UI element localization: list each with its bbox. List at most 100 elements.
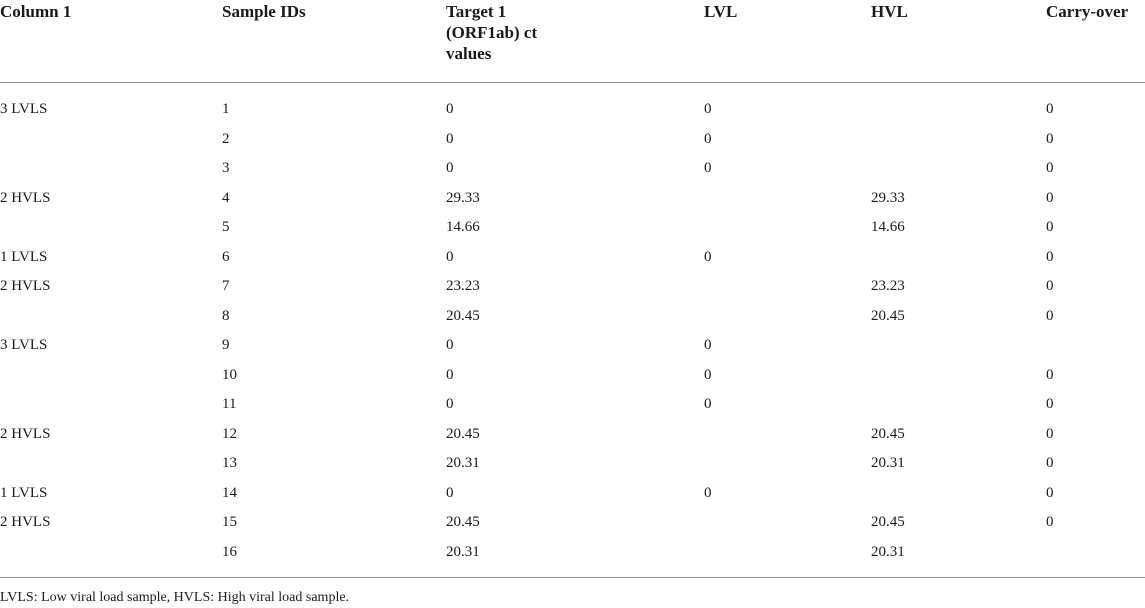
cell-lvl: 0 <box>704 248 712 265</box>
cell-hvl <box>871 125 1046 155</box>
cell-hvl <box>871 390 1046 420</box>
cell-group <box>0 213 222 243</box>
table-header: Column 1 Sample IDs Target 1 (ORF1ab) ct… <box>0 0 1145 83</box>
header-carry-over: Carry-over <box>1046 0 1145 83</box>
cell-sample-id: 6 <box>222 248 230 265</box>
cell-target-ct: 0 <box>446 337 454 354</box>
cell-sample-id: 4 <box>222 189 230 206</box>
cell-hvl <box>871 154 1046 184</box>
cell-lvl <box>704 420 871 450</box>
cell-sample-id: 2 <box>222 130 230 147</box>
cell-lvl: 0 <box>704 101 712 118</box>
cell-lvl: 0 <box>704 130 712 147</box>
cell-hvl: 20.31 <box>871 455 905 472</box>
table-row: 3 0 0 0 <box>0 154 1145 184</box>
cell-carry-over: 0 <box>1046 425 1054 442</box>
cell-group <box>0 125 222 155</box>
results-table-container: Column 1 Sample IDs Target 1 (ORF1ab) ct… <box>0 0 1145 578</box>
cell-sample-id: 15 <box>222 514 237 531</box>
cell-lvl: 0 <box>704 160 712 177</box>
cell-hvl <box>871 83 1046 125</box>
table-row: 3 LVLS 9 0 0 <box>0 331 1145 361</box>
table-row: 13 20.31 20.31 0 <box>0 449 1145 479</box>
cell-group: 2 HVLS <box>0 278 51 295</box>
cell-group <box>0 302 222 332</box>
cell-sample-id: 9 <box>222 337 230 354</box>
cell-target-ct: 20.45 <box>446 514 480 531</box>
header-column-1: Column 1 <box>0 0 222 83</box>
cell-target-ct: 0 <box>446 248 454 265</box>
cell-carry-over: 0 <box>1046 219 1054 236</box>
cell-hvl: 14.66 <box>871 219 905 236</box>
cell-carry-over: 0 <box>1046 484 1054 501</box>
cell-hvl: 20.45 <box>871 514 905 531</box>
header-sample-ids: Sample IDs <box>222 0 446 83</box>
cell-sample-id: 8 <box>222 307 230 324</box>
cell-target-ct: 14.66 <box>446 219 480 236</box>
cell-lvl: 0 <box>704 396 712 413</box>
cell-carry-over: 0 <box>1046 396 1054 413</box>
cell-target-ct: 0 <box>446 484 454 501</box>
table-row: 16 20.31 20.31 <box>0 537 1145 578</box>
cell-carry-over <box>1046 331 1145 361</box>
cell-carry-over: 0 <box>1046 514 1054 531</box>
cell-target-ct: 0 <box>446 101 454 118</box>
cell-lvl <box>704 302 871 332</box>
cell-group: 1 LVLS <box>0 484 48 501</box>
header-hvl: HVL <box>871 0 1046 83</box>
cell-group <box>0 390 222 420</box>
cell-lvl <box>704 508 871 538</box>
cell-group <box>0 361 222 391</box>
cell-sample-id: 7 <box>222 278 230 295</box>
cell-target-ct: 20.45 <box>446 425 480 442</box>
cell-target-ct: 0 <box>446 396 454 413</box>
header-row: Column 1 Sample IDs Target 1 (ORF1ab) ct… <box>0 0 1145 83</box>
cell-target-ct: 0 <box>446 366 454 383</box>
table-row: 1 LVLS 14 0 0 0 <box>0 479 1145 509</box>
cell-carry-over: 0 <box>1046 366 1054 383</box>
cell-group: 1 LVLS <box>0 248 48 265</box>
cell-lvl <box>704 184 871 214</box>
table-row: 11 0 0 0 <box>0 390 1145 420</box>
cell-carry-over: 0 <box>1046 160 1054 177</box>
cell-hvl: 20.31 <box>871 537 1046 578</box>
cell-sample-id: 14 <box>222 484 237 501</box>
cell-sample-id: 16 <box>222 537 446 578</box>
header-lvl: LVL <box>704 0 871 83</box>
cell-group <box>0 537 222 578</box>
cell-hvl <box>871 331 1046 361</box>
cell-carry-over: 0 <box>1046 189 1054 206</box>
cell-group <box>0 449 222 479</box>
cell-group: 2 HVLS <box>0 189 51 206</box>
cell-hvl <box>871 243 1046 273</box>
cell-sample-id: 13 <box>222 455 237 472</box>
cell-hvl <box>871 361 1046 391</box>
cell-sample-id: 11 <box>222 396 237 413</box>
cell-sample-id: 12 <box>222 425 237 442</box>
cell-hvl: 23.23 <box>871 278 905 295</box>
cell-sample-id: 3 <box>222 160 230 177</box>
table-footnote: LVLS: Low viral load sample, HVLS: High … <box>0 590 350 605</box>
cell-lvl <box>704 449 871 479</box>
table-row: 10 0 0 0 <box>0 361 1145 391</box>
table-body: 3 LVLS 1 0 0 0 2 0 0 0 3 0 0 0 2 HVLS 4 29.33 29.33 0 5 14.… <box>0 83 1145 578</box>
table-row: 2 HVLS 12 20.45 20.45 0 <box>0 420 1145 450</box>
table-row: 5 14.66 14.66 0 <box>0 213 1145 243</box>
cell-sample-id: 1 <box>222 101 230 118</box>
cell-target-ct: 20.31 <box>446 455 480 472</box>
cell-lvl: 0 <box>704 337 712 354</box>
table-row: 3 LVLS 1 0 0 0 <box>0 83 1145 125</box>
cell-carry-over <box>1046 537 1145 578</box>
cell-target-ct: 29.33 <box>446 189 480 206</box>
cell-carry-over: 0 <box>1046 248 1054 265</box>
cell-carry-over: 0 <box>1046 130 1054 147</box>
cell-target-ct: 23.23 <box>446 278 480 295</box>
cell-sample-id: 10 <box>222 366 237 383</box>
header-target-ct-values: Target 1 (ORF1ab) ct values <box>446 0 704 83</box>
cell-hvl: 29.33 <box>871 189 905 206</box>
cell-target-ct: 20.31 <box>446 537 704 578</box>
table-row: 1 LVLS 6 0 0 0 <box>0 243 1145 273</box>
cell-group <box>0 154 222 184</box>
table-row: 8 20.45 20.45 0 <box>0 302 1145 332</box>
